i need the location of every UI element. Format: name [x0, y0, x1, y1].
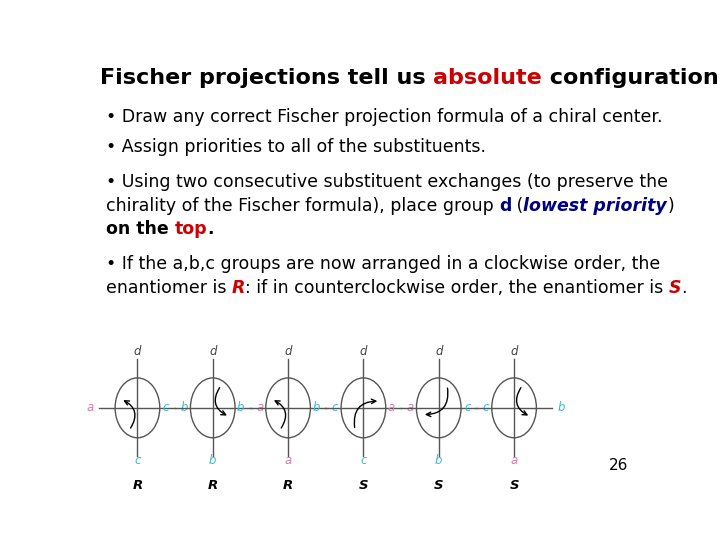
Text: • If the a,b,c groups are now arranged in a clockwise order, the: • If the a,b,c groups are now arranged i…: [106, 255, 660, 273]
Text: d: d: [435, 345, 443, 358]
Text: S: S: [434, 480, 444, 492]
Text: a: a: [407, 401, 414, 414]
Text: S: S: [669, 280, 681, 298]
Text: a: a: [284, 454, 292, 467]
Text: R: R: [132, 480, 143, 492]
Text: (: (: [511, 197, 523, 215]
Text: enantiomer is: enantiomer is: [106, 280, 232, 298]
Text: chirality of the Fischer formula), place group: chirality of the Fischer formula), place…: [106, 197, 499, 215]
Text: : if in counterclockwise order, the enantiomer is: : if in counterclockwise order, the enan…: [245, 280, 669, 298]
Text: • Assign priorities to all of the substituents.: • Assign priorities to all of the substi…: [106, 138, 485, 156]
Text: d: d: [209, 345, 217, 358]
Text: • Using two consecutive substituent exchanges (to preserve the: • Using two consecutive substituent exch…: [106, 173, 667, 191]
Text: 26: 26: [609, 458, 629, 473]
Text: top: top: [174, 220, 207, 239]
Text: a: a: [510, 454, 518, 467]
Text: configuration.: configuration.: [542, 68, 720, 87]
Text: d: d: [134, 345, 141, 358]
Text: c: c: [332, 401, 338, 414]
Text: b: b: [557, 401, 565, 414]
Text: b: b: [312, 401, 320, 414]
Text: b: b: [435, 454, 443, 467]
Text: R: R: [232, 280, 245, 298]
Text: c: c: [360, 454, 366, 467]
Text: Fischer projections tell us: Fischer projections tell us: [100, 68, 433, 87]
Text: b: b: [209, 454, 217, 467]
Text: a: a: [256, 401, 264, 414]
Text: b: b: [237, 401, 245, 414]
Text: a: a: [388, 401, 395, 414]
Text: b: b: [181, 401, 189, 414]
Text: ): ): [667, 197, 674, 215]
Text: absolute: absolute: [433, 68, 542, 87]
Text: d: d: [499, 197, 511, 215]
Text: R: R: [283, 480, 293, 492]
Text: • Draw any correct Fischer projection formula of a chiral center.: • Draw any correct Fischer projection fo…: [106, 108, 662, 126]
Text: c: c: [482, 401, 489, 414]
Text: c: c: [134, 454, 140, 467]
Text: d: d: [360, 345, 367, 358]
Text: d: d: [510, 345, 518, 358]
Text: S: S: [509, 480, 519, 492]
Text: .: .: [681, 280, 687, 298]
Text: R: R: [207, 480, 218, 492]
Text: a: a: [86, 401, 94, 414]
Text: on the: on the: [106, 220, 174, 239]
Text: c: c: [464, 401, 471, 414]
Text: d: d: [284, 345, 292, 358]
Text: c: c: [163, 401, 169, 414]
Text: .: .: [207, 220, 214, 239]
Text: lowest priority: lowest priority: [523, 197, 667, 215]
Text: S: S: [359, 480, 368, 492]
